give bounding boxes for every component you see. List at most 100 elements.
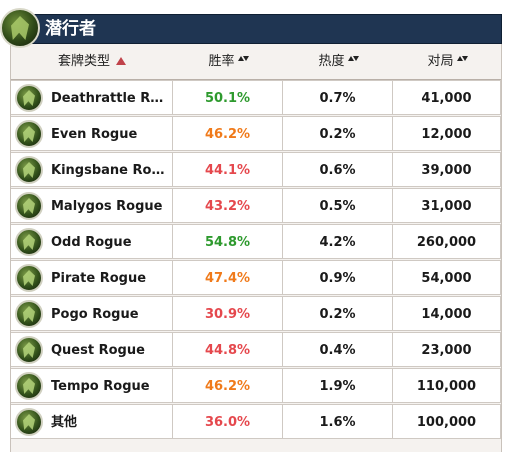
games-cell: 23,000 bbox=[393, 332, 501, 367]
column-header-winrate-label: 胜率 bbox=[208, 54, 235, 69]
deck-name: 其他 bbox=[51, 415, 78, 430]
deck-name: Odd Rogue bbox=[51, 235, 132, 250]
popularity-value: 0.4% bbox=[319, 343, 356, 358]
games-cell: 110,000 bbox=[393, 368, 501, 403]
deck-name: Malygos Rogue bbox=[51, 199, 163, 214]
table-row[interactable]: Pirate Rogue 47.4% 0.9% 54,000 bbox=[11, 260, 501, 296]
games-cell: 260,000 bbox=[393, 224, 501, 259]
table-row[interactable]: Kingsbane Rog... 44.1% 0.6% 39,000 bbox=[11, 152, 501, 188]
popularity-value: 4.2% bbox=[319, 235, 356, 250]
games-value: 41,000 bbox=[421, 91, 472, 106]
deck-class-icon bbox=[15, 336, 43, 364]
popularity-cell: 0.9% bbox=[283, 260, 393, 295]
deck-name: Pirate Rogue bbox=[51, 271, 147, 286]
deck-class-icon bbox=[15, 192, 43, 220]
deck-class-icon bbox=[15, 408, 43, 436]
winrate-value: 54.8% bbox=[204, 235, 251, 250]
deck-name-cell[interactable]: 其他 bbox=[11, 404, 173, 439]
popularity-cell: 1.6% bbox=[283, 404, 393, 439]
winrate-cell: 54.8% bbox=[173, 224, 283, 259]
popularity-cell: 0.7% bbox=[283, 80, 393, 115]
games-value: 110,000 bbox=[416, 379, 477, 394]
deck-name: Kingsbane Rog... bbox=[51, 163, 173, 178]
table-row[interactable]: Deathrattle Ro... 50.1% 0.7% 41,000 bbox=[11, 80, 501, 116]
table-row[interactable]: Even Rogue 46.2% 0.2% 12,000 bbox=[11, 116, 501, 152]
table-row[interactable]: Malygos Rogue 43.2% 0.5% 31,000 bbox=[11, 188, 501, 224]
deck-name: Deathrattle Ro... bbox=[51, 91, 173, 106]
winrate-value: 44.8% bbox=[204, 343, 251, 358]
popularity-value: 0.7% bbox=[319, 91, 356, 106]
deck-class-icon bbox=[15, 228, 43, 256]
winrate-value: 30.9% bbox=[204, 307, 251, 322]
deck-name: Even Rogue bbox=[51, 127, 138, 142]
games-value: 54,000 bbox=[421, 271, 472, 286]
table-row[interactable]: Odd Rogue 54.8% 4.2% 260,000 bbox=[11, 224, 501, 260]
winrate-cell: 50.1% bbox=[173, 80, 283, 115]
deck-name: Pogo Rogue bbox=[51, 307, 139, 322]
table-row[interactable]: Quest Rogue 44.8% 0.4% 23,000 bbox=[11, 332, 501, 368]
popularity-value: 0.5% bbox=[319, 199, 356, 214]
winrate-value: 44.1% bbox=[204, 163, 251, 178]
table-header: 套牌类型 胜率 热度 对局 bbox=[11, 44, 501, 80]
column-header-deck-label: 套牌类型 bbox=[57, 54, 110, 69]
winrate-value: 47.4% bbox=[204, 271, 251, 286]
popularity-value: 0.2% bbox=[319, 127, 356, 142]
winrate-cell: 46.2% bbox=[173, 116, 283, 151]
column-header-deck[interactable]: 套牌类型 bbox=[11, 44, 173, 79]
deck-class-icon bbox=[15, 84, 43, 112]
deck-class-icon bbox=[15, 264, 43, 292]
deck-class-icon bbox=[15, 372, 43, 400]
deck-table: 套牌类型 胜率 热度 对局 Deathrattle Ro... 50.1% 0.… bbox=[10, 44, 502, 452]
deck-name-cell[interactable]: Even Rogue bbox=[11, 116, 173, 151]
deck-name: Quest Rogue bbox=[51, 343, 145, 358]
column-header-winrate[interactable]: 胜率 bbox=[173, 44, 283, 79]
popularity-cell: 0.5% bbox=[283, 188, 393, 223]
popularity-value: 1.9% bbox=[319, 379, 356, 394]
deck-class-icon bbox=[15, 300, 43, 328]
deck-name-cell[interactable]: Kingsbane Rog... bbox=[11, 152, 173, 187]
popularity-value: 1.6% bbox=[319, 415, 356, 430]
popularity-cell: 4.2% bbox=[283, 224, 393, 259]
games-value: 100,000 bbox=[416, 415, 477, 430]
winrate-cell: 44.1% bbox=[173, 152, 283, 187]
deck-name-cell[interactable]: Pirate Rogue bbox=[11, 260, 173, 295]
popularity-cell: 1.9% bbox=[283, 368, 393, 403]
winrate-cell: 36.0% bbox=[173, 404, 283, 439]
table-row[interactable]: Tempo Rogue 46.2% 1.9% 110,000 bbox=[11, 368, 501, 404]
winrate-cell: 30.9% bbox=[173, 296, 283, 331]
games-cell: 31,000 bbox=[393, 188, 501, 223]
winrate-cell: 44.8% bbox=[173, 332, 283, 367]
winrate-cell: 47.4% bbox=[173, 260, 283, 295]
popularity-cell: 0.2% bbox=[283, 296, 393, 331]
winrate-value: 43.2% bbox=[204, 199, 251, 214]
games-value: 39,000 bbox=[421, 163, 472, 178]
games-cell: 39,000 bbox=[393, 152, 501, 187]
winrate-value: 46.2% bbox=[204, 127, 251, 142]
sort-toggle-icon bbox=[456, 55, 468, 65]
popularity-value: 0.2% bbox=[319, 307, 356, 322]
games-value: 14,000 bbox=[421, 307, 472, 322]
popularity-cell: 0.4% bbox=[283, 332, 393, 367]
popularity-cell: 0.6% bbox=[283, 152, 393, 187]
sort-toggle-icon bbox=[347, 55, 359, 65]
deck-name-cell[interactable]: Tempo Rogue bbox=[11, 368, 173, 403]
deck-name-cell[interactable]: Pogo Rogue bbox=[11, 296, 173, 331]
column-header-games-label: 对局 bbox=[427, 54, 454, 69]
deck-name-cell[interactable]: Odd Rogue bbox=[11, 224, 173, 259]
table-row[interactable]: 其他 36.0% 1.6% 100,000 bbox=[11, 404, 501, 440]
games-cell: 41,000 bbox=[393, 80, 501, 115]
deck-name-cell[interactable]: Quest Rogue bbox=[11, 332, 173, 367]
deck-class-icon bbox=[15, 156, 43, 184]
sort-toggle-icon bbox=[237, 55, 249, 65]
column-header-games[interactable]: 对局 bbox=[393, 44, 501, 79]
table-row[interactable]: Pogo Rogue 30.9% 0.2% 14,000 bbox=[11, 296, 501, 332]
deck-name: Tempo Rogue bbox=[51, 379, 150, 394]
column-header-popularity[interactable]: 热度 bbox=[283, 44, 393, 79]
popularity-cell: 0.2% bbox=[283, 116, 393, 151]
deck-name-cell[interactable]: Deathrattle Ro... bbox=[11, 80, 173, 115]
class-title: 潜行者 bbox=[45, 19, 96, 39]
deck-name-cell[interactable]: Malygos Rogue bbox=[11, 188, 173, 223]
winrate-value: 50.1% bbox=[204, 91, 251, 106]
games-cell: 54,000 bbox=[393, 260, 501, 295]
